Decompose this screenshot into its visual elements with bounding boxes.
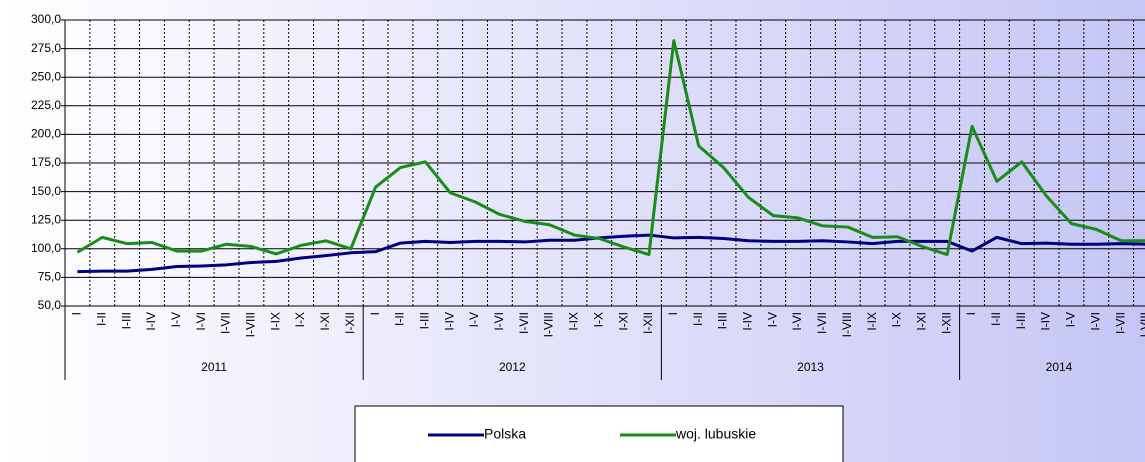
x-tick-label: I-VIII: [840, 312, 854, 337]
x-tick-label: I: [964, 312, 978, 315]
x-tick-label: I-VI: [194, 312, 208, 331]
x-tick-label: I-IX: [567, 312, 581, 331]
year-label: 2013: [797, 360, 824, 374]
y-tick-label: 150,0: [31, 184, 61, 198]
x-tick-label: I-V: [1064, 312, 1078, 327]
x-tick-label: I-II: [691, 312, 705, 326]
x-tick-label: I-IV: [1039, 312, 1053, 331]
x-tick-label: I-VII: [1113, 312, 1127, 334]
x-tick-label: I-IV: [144, 312, 158, 331]
series-line: [77, 233, 1145, 274]
x-tick-label: I-X: [591, 312, 605, 327]
legend-label: woj. lubuskie: [675, 426, 756, 442]
x-tick-label: I: [70, 312, 84, 315]
x-tick-label: I-VIII: [542, 312, 556, 337]
x-tick-label: I-XI: [318, 312, 332, 331]
legend-label: Polska: [484, 426, 526, 442]
x-tick-label: I-III: [417, 312, 431, 329]
x-tick-label: I-XI: [914, 312, 928, 331]
x-tick-label: I-III: [1014, 312, 1028, 329]
x-tick-label: I-V: [765, 312, 779, 327]
x-tick-label: I-III: [716, 312, 730, 329]
x-tick-label: I-IX: [268, 312, 282, 331]
year-label: 2011: [201, 360, 227, 374]
y-tick-label: 225,0: [31, 98, 61, 112]
x-tick-label: I-XII: [641, 312, 655, 334]
x-tick-label: I-XI: [616, 312, 630, 331]
x-tick-label: I-IV: [741, 312, 755, 331]
x-tick-label: I-VIII: [1138, 312, 1145, 337]
x-tick-label: I-VI: [1088, 312, 1102, 331]
x-tick-label: I-VIII: [244, 312, 258, 337]
y-tick-label: 125,0: [31, 212, 61, 226]
x-tick-label: I-XII: [343, 312, 357, 334]
x-tick-label: I-VI: [492, 312, 506, 331]
x-tick-label: I: [666, 312, 680, 315]
series-line: [76, 39, 1145, 257]
x-tick-label: I-VI: [790, 312, 804, 331]
y-tick-label: 200,0: [31, 127, 61, 141]
y-tick-label: 75,0: [38, 270, 62, 284]
x-tick-label: I-V: [169, 312, 183, 327]
y-tick-label: 275,0: [31, 41, 61, 55]
x-tick-label: I-III: [119, 312, 133, 329]
x-tick-label: I: [368, 312, 382, 315]
x-tick-label: I-VII: [815, 312, 829, 334]
y-tick-label: 250,0: [31, 69, 61, 83]
x-tick-label: I-II: [989, 312, 1003, 326]
x-tick-label: I-V: [467, 312, 481, 327]
x-tick-label: I-IV: [442, 312, 456, 331]
x-tick-label: I-II: [94, 312, 108, 326]
y-tick-label: 50,0: [38, 298, 62, 312]
x-tick-label: I-X: [890, 312, 904, 327]
x-tick-label: I-II: [393, 312, 407, 326]
x-tick-label: I-XII: [939, 312, 953, 334]
y-tick-label: 100,0: [31, 241, 61, 255]
year-label: 2014: [1046, 360, 1073, 374]
year-label: 2012: [499, 360, 526, 374]
x-tick-label: I-IX: [865, 312, 879, 331]
x-tick-label: I-VII: [517, 312, 531, 334]
y-tick-label: 300,0: [31, 12, 61, 26]
y-tick-label: 175,0: [31, 155, 61, 169]
x-tick-label: I-VII: [219, 312, 233, 334]
x-tick-label: I-X: [293, 312, 307, 327]
